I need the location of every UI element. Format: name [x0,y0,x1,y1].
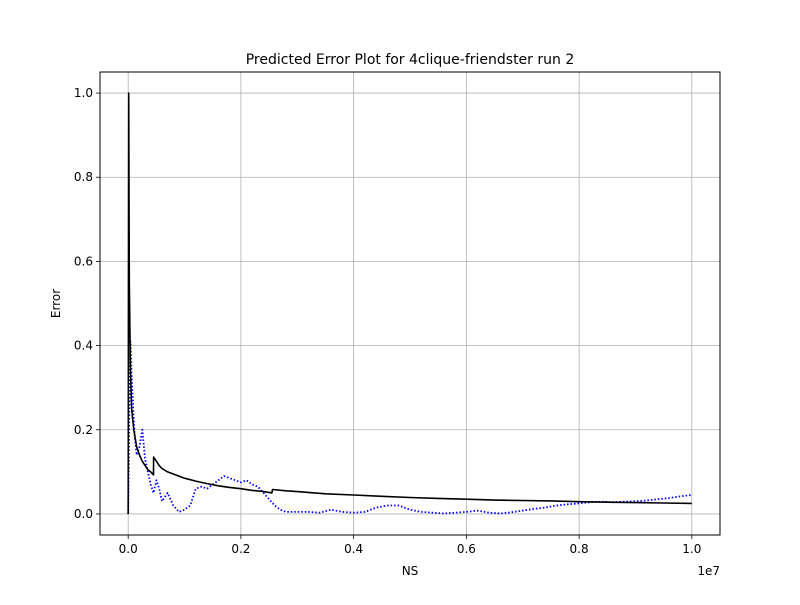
y-tick-label: 0.8 [74,170,93,184]
grid [100,72,720,535]
x-tick-label: 0.8 [570,542,589,556]
x-tick-label: 0.0 [119,542,138,556]
x-tick-label: 0.2 [231,542,250,556]
chart-title: Predicted Error Plot for 4clique-friends… [246,52,575,68]
y-tick-label: 0.6 [74,254,93,268]
y-tick-label: 0.0 [74,507,93,521]
y-tick-label: 0.2 [74,423,93,437]
x-axis-label: NS [402,564,419,578]
x-tick-label: 0.4 [344,542,363,556]
y-tick-label: 0.4 [74,339,93,353]
x-axis-offset-label: 1e7 [697,564,720,578]
x-tick-label: 0.6 [457,542,476,556]
x-tick-label: 1.0 [682,542,701,556]
plot-lines [127,92,692,515]
y-axis-label: Error [49,289,63,318]
y-tick-label: 1.0 [74,86,93,100]
predicted-error-series-line [127,92,692,515]
actual-error-series-line [127,340,692,515]
ticks: 0.0 0.2 0.4 0.6 0.8 1.0 0.0 0.2 0.4 0.6 0.8 1.0 [74,86,701,556]
axes-frame [99,71,721,536]
